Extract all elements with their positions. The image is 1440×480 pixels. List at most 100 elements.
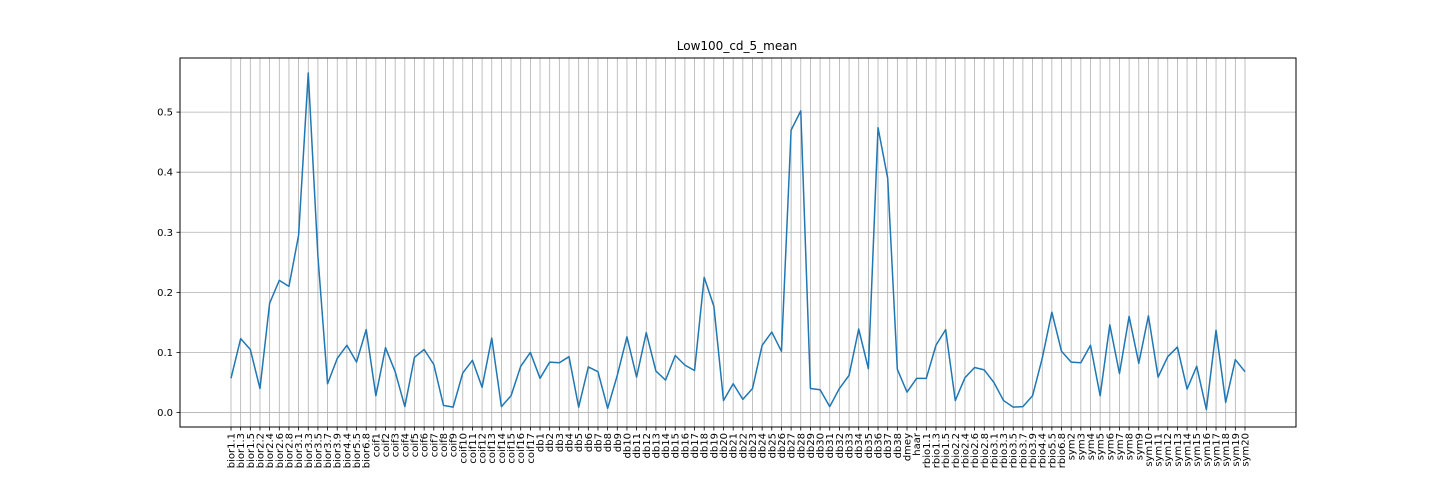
x-tick-label: db24 [758,433,769,458]
x-tick-label: rbio5.5 [1047,433,1058,468]
x-tick-label: db18 [700,433,711,458]
x-tick-label: db20 [719,433,730,458]
x-tick-label: db4 [565,433,576,452]
x-tick-label: sym18 [1221,433,1232,467]
x-tick-label: db29 [806,433,817,458]
x-tick-label: db21 [729,433,740,458]
x-tick-label: db36 [874,433,885,458]
x-tick-label: coif10 [458,433,469,464]
x-tick-label: coif16 [516,433,527,464]
x-tick-label: bior2.8 [284,433,295,468]
x-tick-label: db10 [622,433,633,458]
x-tick-label: coif4 [400,433,411,457]
x-tick-label: bior2.2 [255,433,266,468]
x-tick-label: sym8 [1125,433,1136,460]
x-tick-label: rbio3.1 [989,433,1000,468]
x-tick-label: sym3 [1076,433,1087,460]
x-tick-label: rbio4.4 [1038,433,1049,468]
x-tick-label: coif12 [478,433,489,464]
x-tick-label: coif5 [410,433,421,457]
x-tick-label: coif2 [381,433,392,457]
x-tick-label: rbio1.3 [931,433,942,468]
x-tick-label: db15 [671,433,682,458]
x-tick-label: bior3.9 [333,433,344,468]
x-tick-label: db25 [767,433,778,458]
grid-lines [180,58,1296,427]
x-tick-label: rbio1.5 [941,433,952,468]
x-tick-label: sym10 [1144,433,1155,467]
x-tick-label: bior3.5 [313,433,324,468]
x-tick-label: coif11 [468,433,479,464]
x-tick-label: db9 [613,433,624,452]
x-tick-label: sym11 [1154,433,1165,467]
y-axis: 0.0 0.1 0.2 0.3 0.4 0.5 [157,108,180,419]
x-tick-label: rbio3.5 [1009,433,1020,468]
x-tick-label: rbio3.7 [1018,433,1029,468]
plot-frame [179,57,1297,428]
x-tick-label: db6 [584,433,595,452]
x-tick-label: coif1 [371,433,382,457]
y-tick-label: 0.1 [157,348,173,359]
x-tick-label: db26 [777,433,788,458]
x-tick-label: db30 [816,433,827,458]
x-tick-label: sym16 [1202,433,1213,467]
x-tick-label: haar [912,432,923,456]
x-tick-label: bior6.8 [362,433,373,468]
x-tick-label: sym12 [1163,433,1174,467]
x-tick-label: dmey [903,433,914,461]
x-tick-label: bior4.4 [342,433,353,468]
x-tick-label: coif9 [449,433,460,457]
x-tick-label: sym19 [1231,433,1242,467]
series-line [230,72,1246,411]
x-tick-label: db2 [545,433,556,452]
x-tick-label: db1 [536,433,547,452]
x-tick-label: rbio2.6 [970,433,981,468]
x-tick-label: coif7 [429,433,440,457]
x-tick-label: sym4 [1086,433,1097,460]
x-tick-label: bior3.7 [323,433,334,468]
y-tick-label: 0.0 [157,408,173,419]
x-tick-label: coif8 [439,433,450,457]
x-tick-label: db7 [593,433,604,452]
x-tick-label: db27 [787,433,798,458]
x-tick-label: rbio3.9 [1028,433,1039,468]
x-tick-label: bior2.4 [265,433,276,468]
x-tick-label: sym15 [1192,433,1203,467]
x-tick-label: coif6 [420,433,431,457]
x-tick-label: db33 [845,433,856,458]
x-tick-label: sym7 [1115,433,1126,460]
x-tick-label: rbio2.8 [980,433,991,468]
x-tick-label: coif15 [507,433,518,464]
x-tick-label: sym2 [1067,433,1078,460]
x-tick-label: coif13 [487,433,498,464]
x-tick-label: db28 [796,433,807,458]
x-tick-label: rbio3.3 [999,433,1010,468]
y-tick-label: 0.3 [157,228,173,239]
y-tick-label: 0.4 [157,168,173,179]
x-tick-label: bior1.5 [246,433,257,468]
x-tick-label: db3 [555,433,566,452]
x-tick-label: sym14 [1183,433,1194,467]
x-tick-label: rbio1.1 [922,433,933,468]
x-tick-label: db11 [632,433,643,458]
x-tick-label: db34 [854,433,865,458]
x-tick-label: sym13 [1173,433,1184,467]
chart-title: Low100_cd_5_mean [677,39,797,53]
x-tick-label: db31 [825,433,836,458]
x-tick-label: db16 [680,433,691,458]
x-tick-label: rbio6.8 [1057,433,1068,468]
x-tick-label: db38 [893,433,904,458]
x-tick-label: sym17 [1212,433,1223,467]
x-tick-label: db23 [748,433,759,458]
x-tick-label: coif3 [391,433,402,457]
x-tick-label: coif14 [497,433,508,464]
x-tick-label: bior1.3 [236,433,247,468]
x-tick-label: db14 [661,433,672,458]
x-tick-label: bior3.1 [294,433,305,468]
y-tick-label: 0.2 [157,288,173,299]
x-tick-label: db32 [835,433,846,458]
x-tick-label: bior1.1 [227,433,238,468]
x-tick-label: sym9 [1134,433,1145,460]
